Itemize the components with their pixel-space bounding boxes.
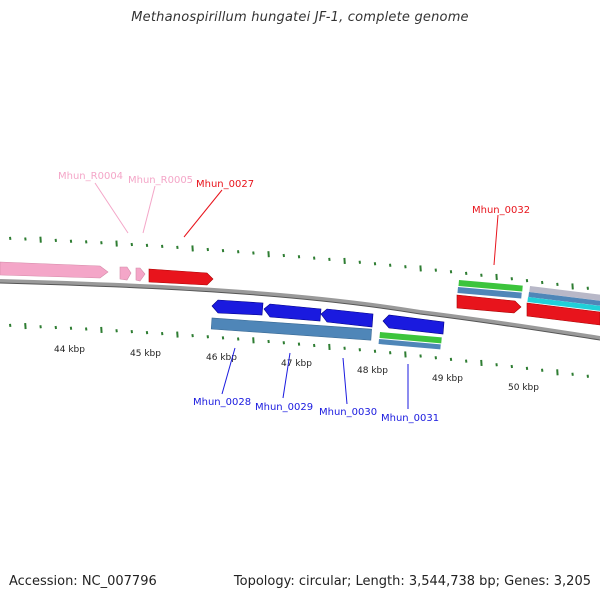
gene-label-Mhun_0027[interactable]: Mhun_0027 [196, 179, 254, 190]
leader-line [183, 189, 223, 238]
rna-feature-Mhun_R0004[interactable] [0, 261, 109, 279]
leader-line [493, 214, 499, 266]
genome-backbone-shadow [0, 282, 600, 341]
feature-steelblue-0031 [378, 339, 441, 350]
tick-label: 48 kbp [357, 366, 388, 376]
cds-feature-Mhun_0029[interactable] [263, 303, 322, 322]
gene-label-Mhun_R0004[interactable]: Mhun_R0004 [58, 171, 123, 182]
cds-feature-Mhun_0031[interactable] [382, 314, 445, 335]
gene-label-Mhun_0031[interactable]: Mhun_0031 [381, 413, 439, 424]
leader-line [282, 352, 291, 399]
topology-label: Topology: circular; Length: 3,544,738 bp… [233, 574, 591, 589]
feature-green-0032 [458, 280, 523, 292]
map-title: Methanospirillum hungatei JF-1, complete… [131, 10, 469, 25]
tick-label: 44 kbp [54, 345, 85, 355]
gene-label-Mhun_0032[interactable]: Mhun_0032 [472, 205, 530, 216]
cds-feature-Mhun_0028[interactable] [211, 299, 264, 316]
cds-feature-right[interactable] [526, 302, 600, 326]
rna-feature-Mhun_R0005a[interactable] [119, 266, 132, 281]
gene-label-Mhun_R0005[interactable]: Mhun_R0005 [128, 175, 193, 186]
tick-marks-inner [9, 323, 589, 378]
tick-label: 47 kbp [281, 359, 312, 369]
genome-backbone [0, 279, 600, 340]
leader-line [142, 185, 156, 234]
gene-label-Mhun_0029[interactable]: Mhun_0029 [255, 402, 313, 413]
tick-marks-outer [9, 236, 589, 290]
accession-label: Accession: NC_007796 [9, 574, 157, 589]
feature-cyan-right [527, 297, 600, 312]
cds-feature-Mhun_0032[interactable] [456, 294, 522, 314]
tick-label: 50 kbp [508, 383, 539, 393]
feature-steelblue-right [528, 292, 600, 307]
feature-green-0031 [379, 332, 442, 344]
tick-label: 46 kbp [206, 353, 237, 363]
cds-feature-Mhun_0030[interactable] [320, 308, 374, 328]
leader-line [342, 357, 348, 405]
leader-line [94, 182, 129, 234]
cds-feature-Mhun_0027[interactable] [148, 268, 214, 286]
feature-grey-right [529, 285, 600, 302]
leader-line [221, 347, 236, 395]
gene-label-Mhun_0030[interactable]: Mhun_0030 [319, 407, 377, 418]
gene-label-Mhun_0028[interactable]: Mhun_0028 [193, 397, 251, 408]
tick-label: 45 kbp [130, 349, 161, 359]
rna-feature-Mhun_R0005b[interactable] [135, 267, 146, 282]
feature-steelblue-0028-0030 [210, 317, 372, 341]
feature-steelblue-0032 [457, 287, 522, 299]
tick-label: 49 kbp [432, 374, 463, 384]
